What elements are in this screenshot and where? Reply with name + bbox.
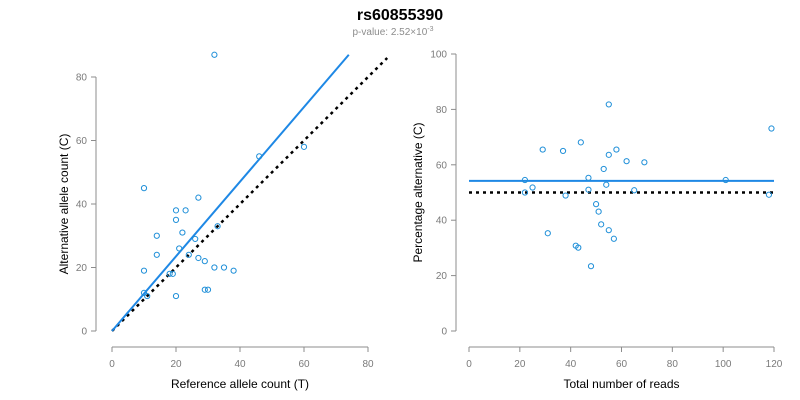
data-point — [598, 221, 605, 228]
data-point — [172, 216, 180, 223]
x-tick-label: 80 — [362, 359, 374, 370]
data-point — [605, 227, 612, 234]
data-point — [185, 251, 192, 258]
data-point — [585, 186, 592, 193]
data-point — [214, 223, 221, 230]
data-point — [201, 286, 208, 293]
data-point — [575, 244, 582, 251]
reference-line — [111, 57, 389, 332]
data-point — [610, 235, 617, 242]
data-point — [256, 153, 263, 160]
data-point — [140, 185, 148, 192]
data-point — [176, 245, 183, 252]
x-tick-label: 100 — [715, 359, 732, 370]
data-point — [521, 176, 529, 184]
allele-count-plot: 0 20 40 60 80 0 20 40 60 80 Reference allele count… — [57, 51, 389, 391]
fit-line — [111, 54, 350, 332]
data-point — [765, 191, 773, 198]
chart-subtitle: p-value: 2.52×10-3 — [352, 26, 433, 38]
y-axis-label: Percentage alternative (C) — [411, 122, 425, 262]
data-point — [603, 181, 610, 188]
data-point — [300, 143, 308, 150]
y-tick-label: 40 — [76, 200, 88, 211]
data-point — [153, 232, 160, 239]
y-tick-label: 0 — [441, 327, 447, 338]
x-tick-label: 0 — [109, 359, 115, 370]
percentage-alternative-plot: 0 20 40 60 80 100 120 0 20 40 60 80 100 Total number … — [411, 50, 783, 392]
data-point — [179, 229, 186, 236]
data-point — [529, 184, 536, 191]
data-point — [605, 101, 612, 108]
data-point — [230, 267, 237, 274]
x-tick-label: 40 — [234, 359, 246, 370]
data-point — [195, 254, 202, 262]
x-axis-label: Total number of reads — [563, 377, 679, 391]
x-tick-label: 80 — [667, 359, 679, 370]
data-point — [182, 207, 189, 214]
data-point — [204, 286, 212, 293]
x-tick-label: 60 — [616, 359, 628, 370]
data-point — [201, 258, 208, 265]
y-tick-label: 80 — [76, 73, 88, 84]
y-tick-label: 60 — [76, 136, 88, 147]
data-point — [140, 289, 148, 296]
data-point — [521, 189, 529, 196]
x-tick-label: 20 — [170, 359, 182, 370]
y-tick-label: 80 — [436, 105, 448, 116]
p-value-exponent: -3 — [427, 26, 433, 33]
data-point — [211, 51, 218, 58]
x-tick-label: 0 — [466, 359, 472, 370]
data-point — [172, 207, 180, 214]
y-tick-label: 100 — [430, 50, 447, 61]
y-axis-label: Alternative allele count (C) — [57, 134, 71, 275]
data-point — [544, 230, 551, 237]
p-value-text: p-value: 2.52×10 — [352, 27, 427, 38]
data-point — [768, 125, 775, 132]
data-point — [172, 292, 180, 300]
data-point — [631, 187, 638, 194]
data-point — [641, 159, 648, 166]
chart-title: rs60855390 — [357, 7, 443, 24]
data-point — [587, 263, 595, 270]
data-point — [605, 151, 612, 158]
data-point — [613, 146, 620, 153]
y-tick-label: 20 — [436, 271, 448, 282]
data-point — [600, 165, 607, 173]
data-point — [722, 176, 729, 184]
data-point — [585, 174, 592, 181]
y-tick-label: 20 — [76, 263, 88, 274]
data-point — [595, 208, 602, 215]
x-tick-label: 20 — [514, 359, 526, 370]
y-tick-label: 0 — [81, 327, 87, 338]
data-point — [153, 251, 160, 258]
data-point — [211, 264, 218, 271]
data-point — [220, 264, 228, 271]
data-point — [592, 201, 600, 208]
data-point — [144, 292, 151, 300]
x-tick-label: 60 — [298, 359, 310, 370]
data-point — [623, 158, 630, 165]
x-tick-label: 120 — [766, 359, 783, 370]
data-point — [140, 267, 148, 274]
data-point — [166, 270, 173, 277]
data-point — [169, 270, 176, 277]
y-tick-label: 40 — [436, 216, 448, 227]
data-point — [195, 194, 202, 201]
data-point — [539, 146, 546, 153]
data-point — [192, 235, 199, 243]
data-point — [559, 147, 567, 155]
y-tick-label: 60 — [436, 160, 448, 171]
x-axis-label: Reference allele count (T) — [171, 377, 309, 391]
x-tick-label: 40 — [565, 359, 577, 370]
data-point — [562, 192, 569, 199]
data-point — [577, 139, 584, 146]
